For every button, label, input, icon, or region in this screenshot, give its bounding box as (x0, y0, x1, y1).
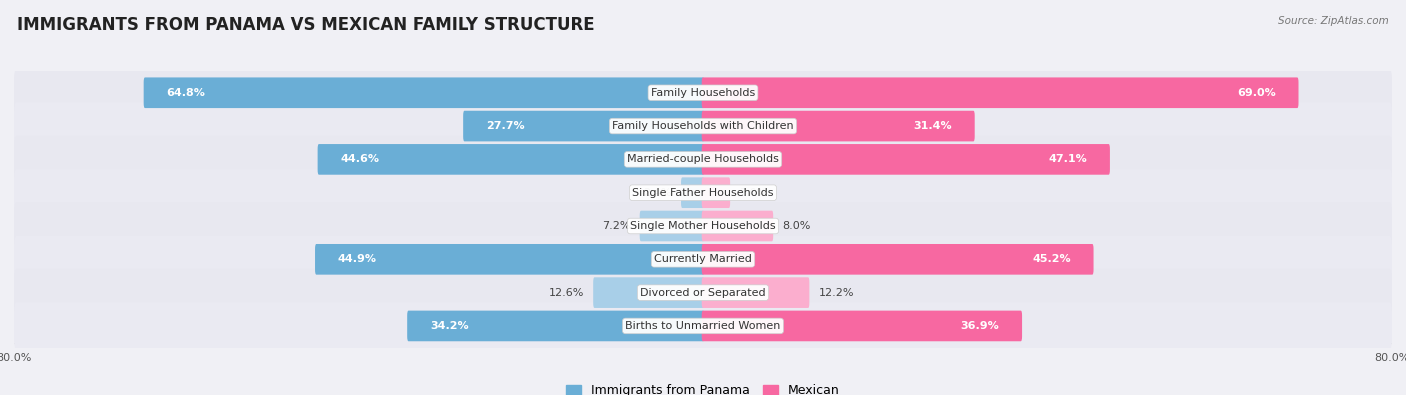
Text: 3.0%: 3.0% (740, 188, 768, 198)
FancyBboxPatch shape (14, 302, 1392, 350)
Text: 69.0%: 69.0% (1237, 88, 1275, 98)
FancyBboxPatch shape (14, 69, 1392, 117)
Text: 7.2%: 7.2% (602, 221, 631, 231)
FancyBboxPatch shape (318, 144, 704, 175)
Text: Source: ZipAtlas.com: Source: ZipAtlas.com (1278, 16, 1389, 26)
Text: Single Mother Households: Single Mother Households (630, 221, 776, 231)
FancyBboxPatch shape (14, 169, 1392, 216)
Text: 36.9%: 36.9% (960, 321, 1000, 331)
FancyBboxPatch shape (143, 77, 704, 108)
FancyBboxPatch shape (14, 202, 1392, 250)
FancyBboxPatch shape (14, 269, 1392, 316)
Text: Currently Married: Currently Married (654, 254, 752, 264)
Text: Divorced or Separated: Divorced or Separated (640, 288, 766, 298)
FancyBboxPatch shape (463, 111, 704, 141)
Text: Family Households: Family Households (651, 88, 755, 98)
FancyBboxPatch shape (681, 177, 704, 208)
Text: 64.8%: 64.8% (166, 88, 205, 98)
Text: Births to Unmarried Women: Births to Unmarried Women (626, 321, 780, 331)
FancyBboxPatch shape (640, 211, 704, 241)
Text: 47.1%: 47.1% (1049, 154, 1087, 164)
FancyBboxPatch shape (702, 244, 1094, 275)
FancyBboxPatch shape (14, 136, 1392, 183)
Text: 31.4%: 31.4% (914, 121, 952, 131)
FancyBboxPatch shape (593, 277, 704, 308)
Text: Married-couple Households: Married-couple Households (627, 154, 779, 164)
FancyBboxPatch shape (702, 111, 974, 141)
Legend: Immigrants from Panama, Mexican: Immigrants from Panama, Mexican (561, 379, 845, 395)
FancyBboxPatch shape (702, 177, 730, 208)
FancyBboxPatch shape (702, 310, 1022, 341)
FancyBboxPatch shape (702, 144, 1109, 175)
FancyBboxPatch shape (14, 102, 1392, 150)
Text: 2.4%: 2.4% (644, 188, 672, 198)
FancyBboxPatch shape (702, 277, 810, 308)
Text: 44.9%: 44.9% (337, 254, 377, 264)
FancyBboxPatch shape (702, 77, 1299, 108)
Text: 12.2%: 12.2% (818, 288, 853, 298)
FancyBboxPatch shape (315, 244, 704, 275)
FancyBboxPatch shape (408, 310, 704, 341)
FancyBboxPatch shape (14, 236, 1392, 283)
Text: 44.6%: 44.6% (340, 154, 380, 164)
Text: 12.6%: 12.6% (548, 288, 583, 298)
Text: Single Father Households: Single Father Households (633, 188, 773, 198)
Text: 45.2%: 45.2% (1032, 254, 1071, 264)
FancyBboxPatch shape (702, 211, 773, 241)
Text: IMMIGRANTS FROM PANAMA VS MEXICAN FAMILY STRUCTURE: IMMIGRANTS FROM PANAMA VS MEXICAN FAMILY… (17, 16, 595, 34)
Text: 8.0%: 8.0% (782, 221, 811, 231)
Text: 27.7%: 27.7% (486, 121, 524, 131)
Text: 34.2%: 34.2% (430, 321, 468, 331)
Text: Family Households with Children: Family Households with Children (612, 121, 794, 131)
